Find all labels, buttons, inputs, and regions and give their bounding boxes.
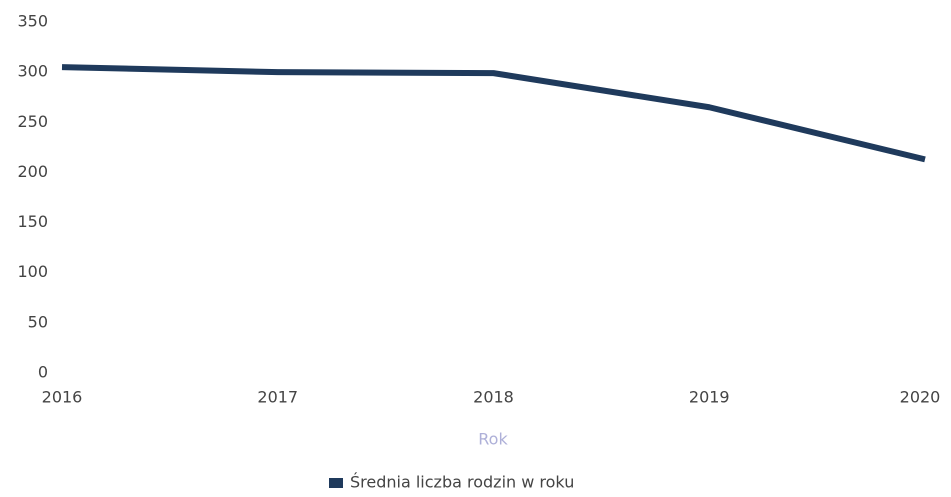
x-tick-label: 2017 bbox=[257, 388, 298, 407]
y-tick-label: 300 bbox=[17, 62, 48, 81]
legend-label: Średnia liczba rodzin w roku bbox=[350, 473, 574, 492]
x-tick-label: 2019 bbox=[689, 388, 730, 407]
x-tick-label: 2020 bbox=[900, 388, 941, 407]
x-tick-label: 2018 bbox=[473, 388, 514, 407]
legend-swatch bbox=[329, 478, 343, 488]
y-tick-label: 250 bbox=[17, 112, 48, 131]
x-axis-label: Rok bbox=[478, 430, 508, 449]
y-tick-label: 350 bbox=[17, 12, 48, 31]
y-tick-label: 0 bbox=[38, 363, 48, 382]
y-tick-label: 150 bbox=[17, 212, 48, 231]
x-tick-label: 2016 bbox=[42, 388, 83, 407]
y-tick-label: 50 bbox=[28, 312, 48, 331]
line bbox=[61, 64, 926, 163]
y-tick-label: 100 bbox=[17, 262, 48, 281]
y-tick-label: 200 bbox=[17, 162, 48, 181]
